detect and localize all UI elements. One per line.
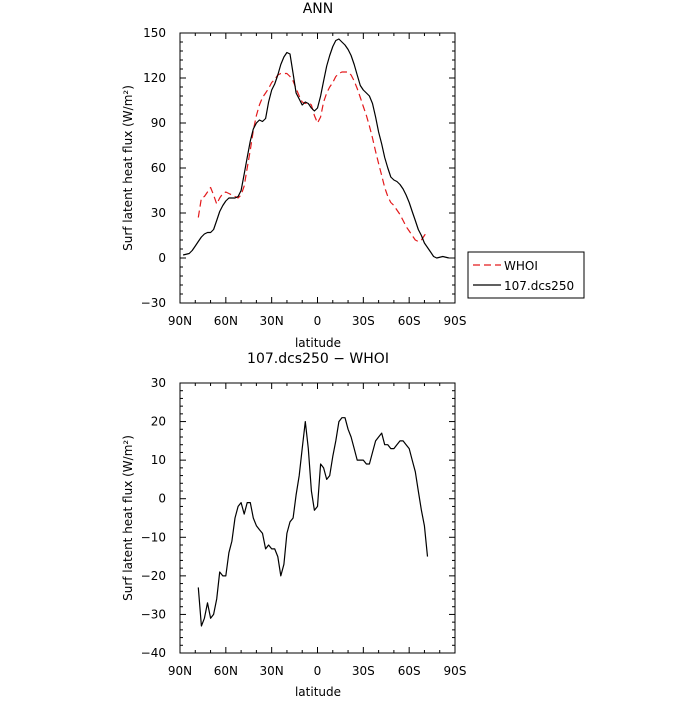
top-y-tick-label: −30 — [141, 296, 166, 310]
top-panel-x-axis-label: latitude — [295, 336, 341, 350]
top-y-tick-label: 30 — [151, 206, 166, 220]
top-panel-y-axis-label: Surf latent heat flux (W/m²) — [121, 85, 135, 251]
top-x-tick-label: 90S — [444, 314, 467, 328]
legend: WHOI 107.dcs250 — [467, 251, 585, 299]
top-y-tick-label: 120 — [143, 71, 166, 85]
top-panel: ANN 90N 60N 30N 0 30S 60S 90S−300306090120150 … — [121, 1, 585, 350]
legend-frame — [467, 251, 585, 299]
bottom-y-tick-label: 10 — [151, 453, 166, 467]
top-series-line-whoi — [197, 71, 428, 243]
bottom-x-tick-label: 90N — [168, 664, 192, 678]
top-y-tick-label: 150 — [143, 26, 166, 40]
top-panel-series-layer — [182, 38, 450, 259]
bottom-y-tick-label: −20 — [141, 569, 166, 583]
bottom-x-tick-label: 90S — [444, 664, 467, 678]
top-panel-frame — [179, 32, 456, 304]
bottom-panel-tick-layer: 90N 60N 30N 0 30S 60S 90S −40 −30 −20 −10 0 10 20 30 — [141, 376, 467, 678]
bottom-x-tick-label: 60S — [398, 664, 421, 678]
legend-label-107-dcs250: 107.dcs250 — [504, 279, 574, 293]
top-x-tick-label: 30N — [260, 314, 284, 328]
bottom-x-tick-label: 30N — [260, 664, 284, 678]
bottom-y-tick-label: 0 — [158, 492, 166, 506]
bottom-y-tick-label: 20 — [151, 415, 166, 429]
top-panel-tick-layer: 90N 60N 30N 0 30S 60S 90S −30 0 30 60 90 120 150 — [141, 26, 467, 328]
bottom-x-tick-label: 30S — [352, 664, 375, 678]
bottom-y-tick-label: −30 — [141, 607, 166, 621]
bottom-y-tick-label: 30 — [151, 376, 166, 390]
top-y-tick-label: 90 — [151, 116, 166, 130]
top-x-tick-label: 60N — [214, 314, 238, 328]
top-x-tick-label: 0 — [314, 314, 322, 328]
bottom-panel-y-axis-label: Surf latent heat flux (W/m²) — [121, 435, 135, 601]
bottom-panel-series-layer — [197, 417, 429, 627]
top-x-tick-label: 60S — [398, 314, 421, 328]
top-panel-title: ANN — [303, 1, 334, 17]
bottom-x-tick-label: 0 — [314, 664, 322, 678]
top-y-tick-label: 60 — [151, 161, 166, 175]
bottom-y-tick-label: −40 — [141, 646, 166, 660]
legend-label-whoi: WHOI — [504, 259, 538, 273]
bottom-x-tick-label: 60N — [214, 664, 238, 678]
top-x-tick-label: 30S — [352, 314, 375, 328]
bottom-panel-x-axis-label: latitude — [295, 685, 341, 699]
bottom-panel-frame — [179, 382, 456, 654]
bottom-panel: 107.dcs250 − WHOI 90N 60N 30N 0 30S 60S 90S −40… — [121, 351, 466, 699]
top-y-tick-label: 0 — [158, 251, 166, 265]
top-x-tick-label: 90N — [168, 314, 192, 328]
top-series-line-107-dcs250 — [182, 38, 450, 259]
bottom-panel-title: 107.dcs250 − WHOI — [247, 351, 389, 367]
bottom-y-tick-label: −10 — [141, 530, 166, 544]
bottom-series-line-difference — [197, 417, 429, 627]
